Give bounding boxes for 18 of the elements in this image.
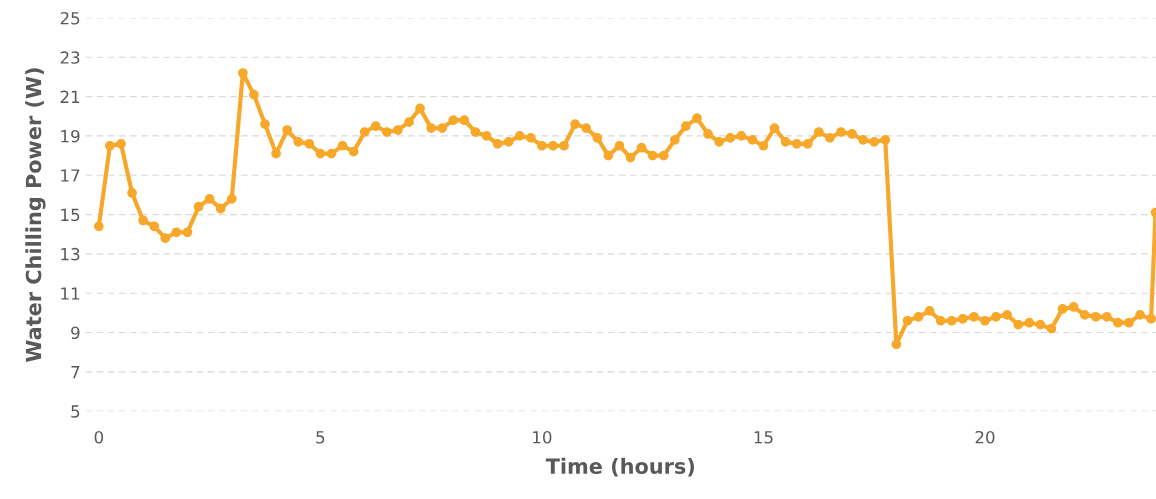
y-tick-label: 25 xyxy=(60,11,80,25)
y-tick-label: 9 xyxy=(71,326,80,340)
y-tick-label: 7 xyxy=(71,366,80,379)
x-tick-label: 15 xyxy=(754,431,773,444)
y-tick-label: 23 xyxy=(60,51,80,64)
x-axis-title: Time (hours) xyxy=(545,457,695,477)
y-tick-label: 11 xyxy=(61,287,80,300)
x-tick-label: 20 xyxy=(975,430,995,444)
x-tick-label: 5 xyxy=(316,431,325,444)
y-tick-label: 17 xyxy=(61,169,80,182)
y-tick-label: 15 xyxy=(61,208,80,222)
y-tick-label: 5 xyxy=(71,405,80,418)
y-axis-title: Water Chilling Power (W) xyxy=(25,68,46,362)
x-tick-label: 10 xyxy=(533,430,552,444)
x-tick-label: 0 xyxy=(94,430,104,444)
y-tick-label: 19 xyxy=(61,129,80,143)
y-tick-label: 13 xyxy=(61,247,80,261)
y-tick-label: 21 xyxy=(60,90,80,103)
